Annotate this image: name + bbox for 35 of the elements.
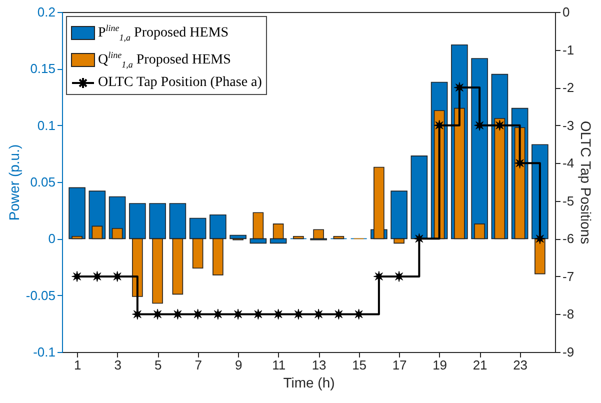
x-tick-label: 3	[114, 358, 122, 372]
y-tick-label: 0.15	[30, 61, 56, 76]
y2-tick-label: -9	[562, 344, 574, 360]
x-tick-label: 9	[234, 358, 242, 372]
y2-tick-label: -6	[562, 231, 574, 246]
y-tick-label: -0.1	[33, 344, 56, 360]
y2-axis-title: OLTC Tap Positions	[578, 120, 594, 244]
y-axis-title: Power (p.u.)	[6, 144, 22, 221]
y2-tick-label: -3	[562, 118, 574, 133]
x-tick-label: 23	[513, 358, 528, 372]
y2-tick-label: -1	[562, 42, 574, 58]
y-tick-label: -0.05	[26, 288, 56, 303]
x-tick-label: 13	[312, 358, 326, 372]
legend-label: P$^{line}$$_{1,a}$ Proposed HEMS	[98, 22, 229, 44]
y2-tick-label: -4	[562, 156, 574, 171]
y-tick-label: 0.05	[30, 174, 56, 190]
x-tick-label: 19	[432, 358, 448, 372]
x-tick-label: 7	[194, 358, 202, 372]
x-tick-label: 17	[392, 358, 407, 372]
y-tick-label: 0.2	[37, 4, 56, 20]
y2-tick-label: -5	[562, 193, 574, 208]
y2-tick-label: -2	[562, 80, 574, 96]
y2-tick-label: -7	[562, 268, 574, 284]
x-tick-label: 15	[352, 358, 367, 372]
y2-tick-label: 0	[562, 4, 570, 20]
x-tick-label: 21	[472, 358, 488, 372]
y-tick-label: 0.1	[37, 118, 56, 133]
legend-label: Q$^{line}$$_{1,a}$ Proposed HEMS	[98, 49, 231, 72]
legend-label: OLTC Tap Position (Phase a)	[98, 74, 262, 92]
y2-tick-label: -8	[562, 306, 574, 322]
x-tick-label: 5	[154, 358, 162, 372]
x-tick-label: 1	[74, 358, 82, 372]
x-tick-label: 11	[272, 358, 286, 372]
y-tick-label: 0	[48, 231, 56, 246]
x-axis-title: Time (h)	[283, 374, 335, 390]
